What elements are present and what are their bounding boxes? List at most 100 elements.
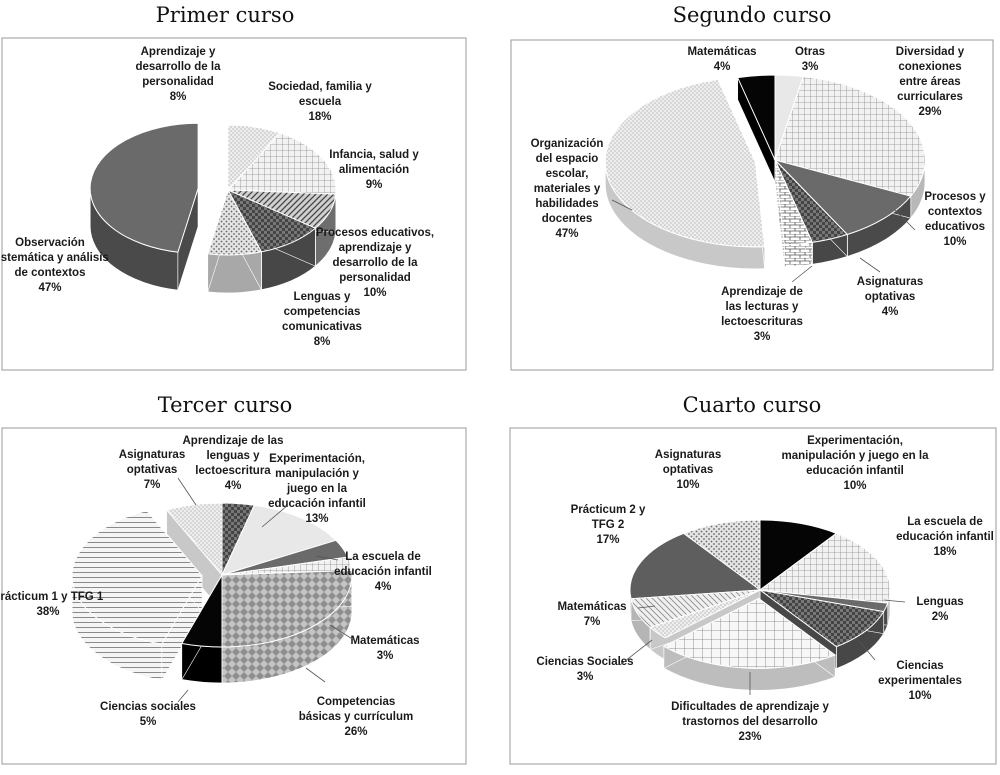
chart-title-2: Segundo curso bbox=[673, 3, 832, 27]
slice-label-line: 4% bbox=[375, 581, 392, 593]
slice-label-line: 3% bbox=[377, 650, 394, 662]
pie-slice-top-2-3 bbox=[773, 159, 912, 236]
slice-label-line: 3% bbox=[802, 61, 819, 73]
slice-label-line: Aprendizaje de las bbox=[183, 435, 284, 447]
slice-label-1-4: Procesos educativos, aprendizaje y desarro… bbox=[316, 227, 434, 299]
slice-label-3-3: La escuela de educación infantil 4% bbox=[334, 551, 432, 593]
pie-slice-top-1-2 bbox=[226, 132, 337, 195]
slice-label-1-1: Aprendizaje y desarrollo de la personalida… bbox=[135, 46, 221, 103]
slice-label-line: Observación bbox=[15, 237, 85, 249]
slice-label-line: lectoescritura bbox=[195, 465, 271, 477]
leader-line-3-2 bbox=[261, 504, 289, 528]
slice-label-line: habilidades bbox=[535, 198, 598, 210]
slice-label-line: educación infantil bbox=[896, 531, 994, 543]
slice-label-2-6: Organización del espacio escolar, materiale… bbox=[531, 138, 604, 240]
slice-label-3-4: Matemáticas 3% bbox=[350, 635, 419, 662]
slice-label-line: Asignaturas bbox=[119, 449, 185, 461]
slice-label-line: Matemáticas bbox=[687, 46, 756, 58]
slice-label-4-4: Ciencias experimentales 10% bbox=[878, 660, 962, 702]
slice-label-line: 10% bbox=[843, 480, 866, 492]
chart-title-1: Primer curso bbox=[156, 3, 295, 27]
pie-slice-top-1-6 bbox=[89, 122, 199, 253]
slice-label-line: Prácticum 1 y TFG 1 bbox=[0, 591, 104, 603]
slice-label-line: 47% bbox=[555, 228, 578, 240]
slice-label-line: Sociedad, familia y bbox=[268, 81, 372, 93]
slice-label-line: 10% bbox=[363, 287, 386, 299]
pie-slice-top-4-2 bbox=[758, 532, 891, 604]
slice-label-line: experimentales bbox=[878, 675, 962, 687]
slice-label-1-2: Sociedad, familia y escuela 18% bbox=[268, 81, 372, 123]
slice-label-line: 8% bbox=[314, 336, 331, 348]
slice-label-line: 4% bbox=[225, 480, 242, 492]
slice-label-line: las lecturas y bbox=[726, 301, 799, 313]
slice-label-line: 9% bbox=[366, 179, 383, 191]
slice-label-4-8: Prácticum 2 y TFG 2 17% bbox=[571, 504, 646, 546]
slice-label-line: manipulación y juego en la bbox=[782, 450, 930, 462]
slice-label-3-7: Prácticum 1 y TFG 1 38% bbox=[0, 591, 104, 618]
slice-label-line: Ciencias sociales bbox=[100, 701, 196, 713]
slice-label-line: Lenguas y bbox=[294, 291, 351, 303]
pie-slice-3-7 bbox=[71, 509, 203, 682]
slice-label-line: optativas bbox=[663, 464, 714, 476]
slice-label-line: materiales y bbox=[534, 183, 601, 195]
pie-slice-4-5 bbox=[662, 597, 837, 691]
slice-label-2-5: Aprendizaje de las lecturas y lectoescritu… bbox=[721, 286, 803, 343]
leader-line-3-3 bbox=[315, 555, 339, 561]
slice-label-line: Organización bbox=[531, 138, 604, 150]
slice-label-line: 7% bbox=[144, 479, 161, 491]
slice-label-2-7: Matemáticas 4% bbox=[687, 46, 756, 73]
slice-label-line: Experimentación, bbox=[807, 435, 903, 447]
slice-label-line: competencias bbox=[284, 306, 361, 318]
leader-line-4-3 bbox=[883, 599, 906, 603]
slice-label-4-7: Matemáticas 7% bbox=[557, 601, 626, 628]
chart-title-3: Tercer curso bbox=[158, 393, 293, 417]
pie-slice-top-2-5 bbox=[774, 159, 814, 246]
slice-label-line: Ciencias bbox=[896, 660, 943, 672]
leader-line-2-3 bbox=[894, 209, 916, 231]
slice-label-line: Asignaturas bbox=[655, 449, 721, 461]
slice-label-line: 38% bbox=[36, 606, 59, 618]
pie-slice-2-5 bbox=[774, 159, 814, 268]
pie-slice-1-6 bbox=[89, 122, 199, 291]
slice-label-1-3: Infancia, salud y alimentación 9% bbox=[329, 149, 419, 191]
slice-label-line: lectoescrituras bbox=[721, 316, 803, 328]
pie-slice-3-6 bbox=[181, 573, 223, 684]
slice-label-line: optativas bbox=[127, 464, 178, 476]
slice-label-line: escuela bbox=[299, 96, 342, 108]
chart-title-4: Cuarto curso bbox=[683, 393, 822, 417]
pie-chart-3: Aprendizaje de las lenguas y lectoescritur… bbox=[0, 435, 432, 738]
slice-label-line: 10% bbox=[943, 236, 966, 248]
slice-label-line: lenguas y bbox=[206, 450, 260, 462]
slice-label-1-6: Observación sistemática y análisis de cont… bbox=[0, 237, 109, 294]
pie-chart-4: Experimentación, manipulación y juego en … bbox=[536, 435, 993, 743]
slice-label-line: docentes bbox=[542, 213, 593, 225]
slice-label-line: 3% bbox=[754, 331, 771, 343]
slice-label-line: educación infantil bbox=[806, 465, 904, 477]
slice-label-line: comunicativas bbox=[282, 321, 362, 333]
slice-label-line: trastornos del desarrollo bbox=[682, 716, 817, 728]
slice-label-2-1: Otras 3% bbox=[795, 46, 825, 73]
leader-line-3-8 bbox=[177, 477, 197, 506]
slice-label-line: Procesos educativos, bbox=[316, 227, 434, 239]
slice-label-line: Dificultades de aprendizaje y bbox=[671, 701, 829, 713]
slice-label-line: personalidad bbox=[142, 76, 214, 88]
slice-label-line: 18% bbox=[933, 546, 956, 558]
pie-slice-top-4-5 bbox=[662, 597, 837, 669]
slice-label-line: Lenguas bbox=[916, 596, 963, 608]
slice-label-line: 8% bbox=[170, 91, 187, 103]
pie-slice-2-6 bbox=[604, 78, 766, 270]
pie-slice-top-4-9 bbox=[682, 519, 761, 591]
slice-label-4-5: Dificultades de aprendizaje y trastornos … bbox=[671, 701, 829, 743]
slice-label-line: 7% bbox=[584, 616, 601, 628]
slice-label-line: 10% bbox=[908, 690, 931, 702]
slice-label-line: optativas bbox=[865, 291, 916, 303]
slice-label-3-8: Asignaturas optativas 7% bbox=[119, 449, 185, 491]
slice-label-line: de contextos bbox=[15, 267, 86, 279]
slice-label-line: Otras bbox=[795, 46, 825, 58]
slice-label-line: 18% bbox=[308, 111, 331, 123]
slice-label-line: aprendizaje y bbox=[339, 242, 412, 254]
leader-line-3-5 bbox=[305, 667, 326, 683]
leader-line-2-6 bbox=[611, 199, 633, 211]
pie-slice-top-2-6 bbox=[604, 78, 766, 248]
